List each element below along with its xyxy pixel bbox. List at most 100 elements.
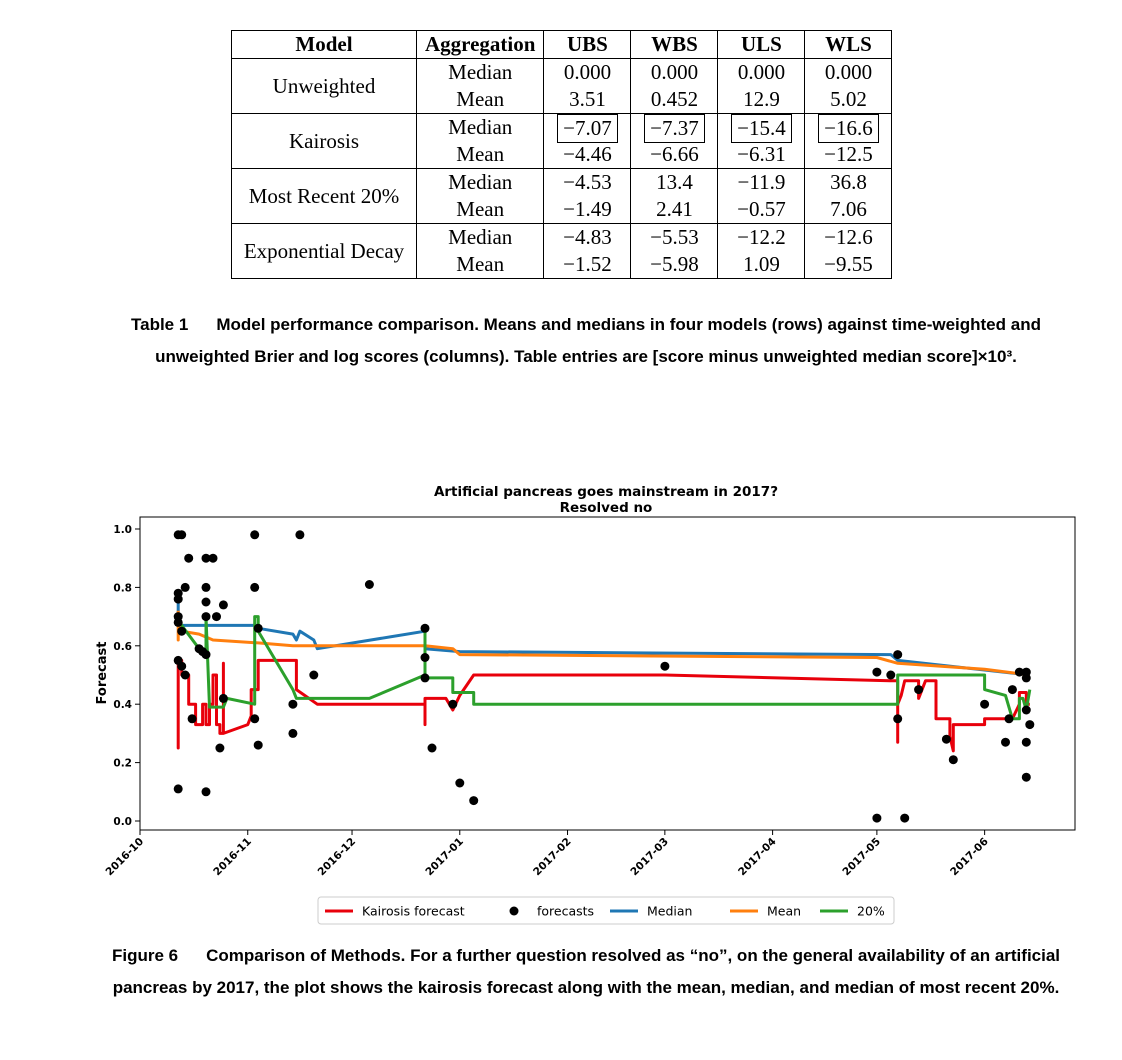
forecast-point	[455, 778, 465, 788]
forecast-point	[250, 582, 260, 592]
score-cell: −11.9 −0.57	[717, 168, 806, 224]
x-tick-label: 2017-04	[736, 836, 779, 879]
aggregation-cell: Median Mean	[415, 113, 545, 169]
score-cell: −16.6 −12.5	[804, 113, 893, 169]
forecast-point	[180, 582, 190, 592]
score-value: 36.8	[830, 170, 867, 194]
table-caption: Table 1 Model performance comparison. Mea…	[96, 309, 1076, 373]
forecast-point	[184, 553, 194, 563]
score-value: 0.000	[563, 60, 612, 84]
series-line-mean	[176, 610, 1030, 677]
y-axis-label: Forecast	[95, 642, 110, 705]
aggregation-label: Mean	[456, 197, 505, 221]
boxed-score-value: −16.6	[818, 114, 879, 143]
score-value: −7.37	[635, 114, 713, 143]
legend-label: Mean	[767, 904, 801, 919]
aggregation-label: Median	[448, 60, 513, 84]
score-value: 12.9	[743, 87, 780, 111]
forecast-point	[201, 582, 211, 592]
score-cell: −12.2 1.09	[717, 223, 806, 279]
forecast-point	[1014, 667, 1024, 677]
chart-subtitle: Resolved no	[560, 500, 653, 516]
forecast-point	[295, 530, 305, 540]
forecast-point	[173, 594, 183, 604]
y-tick-label: 0.8	[113, 582, 132, 594]
score-value: 0.000	[650, 60, 699, 84]
forecast-point	[872, 813, 882, 823]
x-tick-label: 2017-01	[423, 836, 466, 879]
figure-caption: Figure 6 Comparison of Methods. For a fur…	[96, 940, 1076, 1004]
x-tick-label: 2017-05	[840, 836, 883, 879]
model-name-cell: Most Recent 20%	[231, 168, 417, 224]
column-header: UBS	[543, 30, 632, 59]
forecast-point	[1004, 714, 1014, 724]
plot-series	[176, 602, 1032, 753]
aggregation-label: Mean	[456, 87, 505, 111]
forecast-point	[893, 650, 903, 660]
score-value: −6.66	[650, 142, 699, 166]
forecast-point	[187, 714, 197, 724]
forecast-point	[173, 617, 183, 627]
figure-caption-label: Figure 6	[111, 946, 179, 965]
score-cell: −7.37 −6.66	[630, 113, 719, 169]
score-value: −5.53	[650, 225, 699, 249]
score-value: −9.55	[824, 252, 873, 276]
score-value: −6.31	[737, 142, 786, 166]
forecast-point	[218, 600, 228, 610]
score-cell: 0.000 3.51	[543, 58, 632, 114]
forecast-chart: Artificial pancreas goes mainstream in 2…	[95, 484, 1076, 925]
boxed-score-value: −7.37	[644, 114, 705, 143]
table-row: Most Recent 20% Median Mean −4.53 −1.49 13.4 2…	[231, 168, 893, 224]
score-cell: 13.4 2.41	[630, 168, 719, 224]
forecast-point	[173, 784, 183, 794]
forecast-point	[980, 699, 990, 709]
forecast-point	[201, 650, 211, 660]
series-line-20	[176, 615, 1032, 721]
x-tick-label: 2016-11	[211, 836, 254, 879]
forecast-point	[212, 612, 221, 622]
score-value: −15.4	[722, 114, 800, 143]
forecast-point	[1021, 673, 1031, 683]
forecast-point	[941, 734, 951, 744]
forecast-point	[215, 743, 225, 753]
aggregation-label: Mean	[456, 142, 505, 166]
y-tick-label: 0.0	[113, 816, 132, 828]
forecast-point	[201, 787, 211, 797]
forecast-point	[250, 714, 260, 724]
forecast-point	[309, 670, 319, 680]
table-row: Kairosis Median Mean −7.07 −4.46 −7.37 −6.66 −1…	[231, 113, 893, 169]
table-body: Unweighted Median Mean 0.000 3.51 0.000 0.452 0…	[231, 58, 893, 279]
score-value: 7.06	[830, 197, 867, 221]
forecast-point	[469, 796, 479, 806]
score-value: −12.6	[824, 225, 873, 249]
forecast-point	[218, 693, 228, 703]
forecast-point	[201, 553, 211, 563]
boxed-score-value: −15.4	[731, 114, 792, 143]
score-value: −16.6	[809, 114, 887, 143]
legend-label: Kairosis forecast	[362, 904, 465, 919]
x-tick-label: 2017-06	[948, 836, 991, 879]
forecast-point	[1001, 737, 1010, 747]
forecast-point	[1021, 737, 1031, 747]
forecast-point	[427, 743, 437, 753]
forecast-point	[900, 813, 910, 823]
score-value: −4.46	[563, 142, 612, 166]
score-value: 1.09	[743, 252, 780, 276]
y-tick-label: 0.4	[113, 699, 132, 711]
score-value: −11.9	[737, 170, 786, 194]
model-name-cell: Kairosis	[231, 113, 417, 169]
forecast-point	[1007, 685, 1017, 695]
score-cell: 36.8 7.06	[804, 168, 893, 224]
score-cell: −4.53 −1.49	[543, 168, 632, 224]
forecast-point	[180, 670, 190, 680]
forecast-point	[364, 580, 374, 589]
chart-title: Artificial pancreas goes mainstream in 2…	[434, 484, 778, 500]
x-tick-label: 2017-02	[531, 836, 574, 879]
score-value: 0.000	[824, 60, 873, 84]
y-tick-label: 0.6	[113, 641, 132, 653]
column-header: Model	[231, 30, 417, 59]
score-value: −0.57	[737, 197, 786, 221]
table-row: Unweighted Median Mean 0.000 3.51 0.000 0.452 0…	[231, 58, 893, 114]
figure-caption-text: Comparison of Methods. For a further que…	[112, 946, 1061, 997]
score-value: 5.02	[830, 87, 867, 111]
